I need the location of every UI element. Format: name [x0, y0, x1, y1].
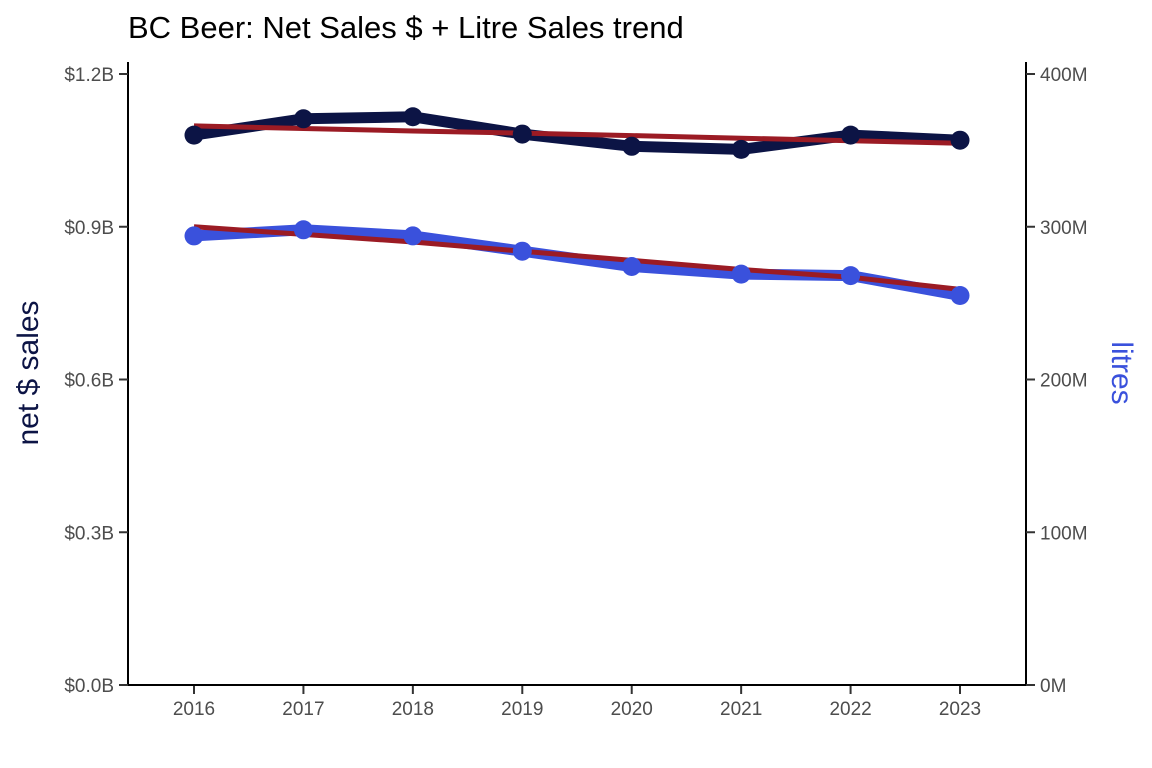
x-tick-label: 2018	[392, 699, 434, 720]
right-axis-title: litres	[1105, 341, 1138, 404]
chart-title: BC Beer: Net Sales $ + Litre Sales trend	[128, 10, 684, 45]
right-y-tick-label: 200M	[1040, 371, 1088, 392]
litres-point	[293, 220, 313, 240]
litres-point	[731, 264, 751, 284]
x-tick-label: 2022	[829, 699, 871, 720]
axis-ticks: 2016 2017 2018 2019 2020 2021 2022 2023 $0.0B $0.…	[64, 65, 1087, 720]
right-y-tick-label: 0M	[1040, 676, 1066, 697]
x-tick-label: 2017	[282, 699, 324, 720]
left-y-tick-label: $1.2B	[64, 65, 114, 86]
litres-point	[950, 285, 970, 305]
x-tick-label: 2021	[720, 699, 762, 720]
net-sales-point	[841, 125, 861, 145]
net-sales-point	[184, 125, 204, 145]
litres-line	[188, 224, 966, 301]
right-y-tick-label: 400M	[1040, 65, 1088, 86]
left-y-tick-label: $0.3B	[64, 523, 114, 544]
left-y-tick-label: $0.6B	[64, 371, 114, 392]
litres-point	[403, 226, 423, 246]
x-tick-label: 2016	[173, 699, 215, 720]
net-sales-point	[512, 124, 532, 144]
left-axis-title: net $ sales	[12, 300, 45, 445]
net-sales-point	[731, 139, 751, 159]
x-tick-label: 2023	[939, 699, 981, 720]
x-tick-label: 2019	[501, 699, 543, 720]
right-y-tick-label: 300M	[1040, 218, 1088, 239]
left-y-tick-label: $0.0B	[64, 676, 114, 697]
litres-point	[622, 256, 642, 276]
plot-area	[184, 107, 970, 305]
net-sales-point	[950, 130, 970, 150]
left-y-tick-label: $0.9B	[64, 218, 114, 239]
x-tick-label: 2020	[611, 699, 653, 720]
litres-point	[512, 241, 532, 261]
litres-point	[841, 266, 861, 286]
litres-trend-line	[193, 224, 961, 292]
net-sales-line	[188, 111, 966, 155]
litres-point	[184, 226, 204, 246]
net-sales-point	[293, 109, 313, 129]
net-sales-point	[622, 136, 642, 156]
right-y-tick-label: 100M	[1040, 523, 1088, 544]
net-sales-point	[403, 107, 423, 127]
net-sales-trend-line	[193, 123, 961, 146]
